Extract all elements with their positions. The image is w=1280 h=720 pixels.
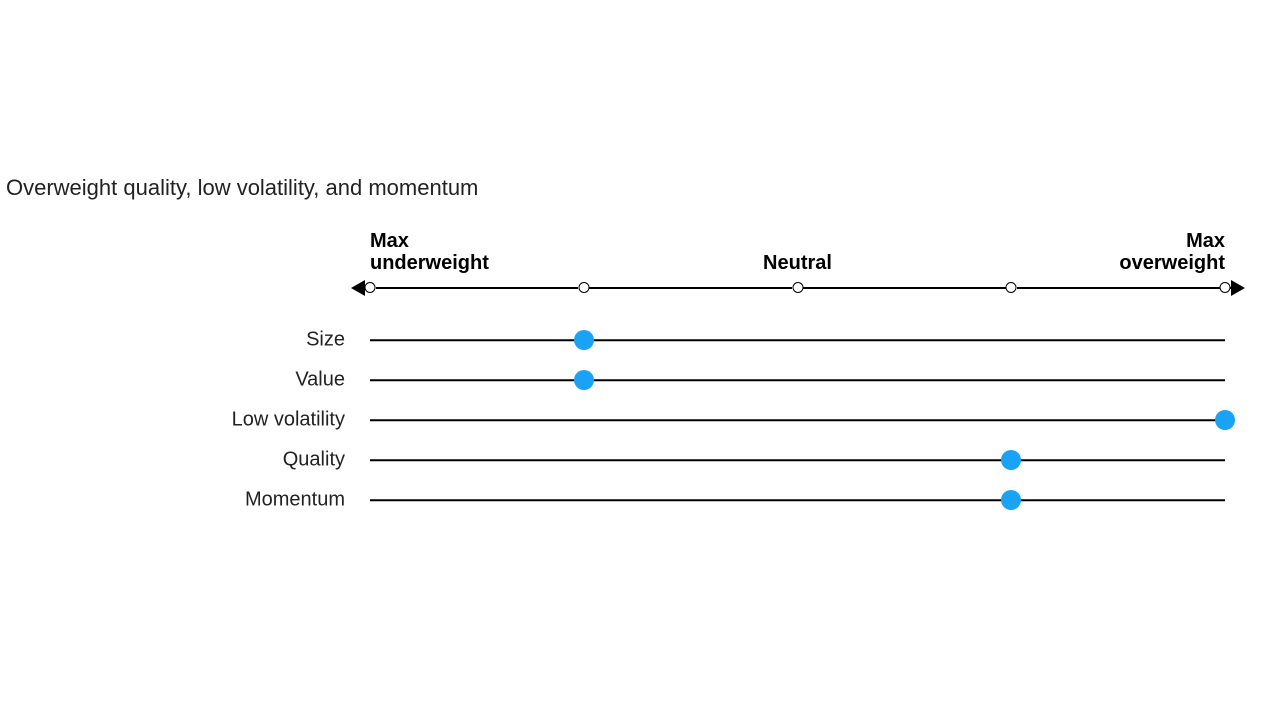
factor-marker	[574, 370, 594, 390]
chart-container: Overweight quality, low volatility, and …	[0, 0, 1280, 720]
factor-label: Quality	[283, 449, 345, 472]
axis-line	[0, 278, 1280, 298]
axis-arrow-right	[1231, 280, 1245, 296]
factor-track	[370, 419, 1225, 421]
factor-marker	[574, 330, 594, 350]
factor-marker	[1215, 410, 1235, 430]
factor-label: Momentum	[245, 489, 345, 512]
axis-segment-1	[589, 287, 792, 289]
factor-rows: Size Value Low volatility Quality Momentum	[0, 320, 1280, 520]
axis-tick-1	[578, 282, 589, 293]
axis-label-row: Maxunderweight Neutral Maxoverweight	[0, 230, 1280, 278]
factor-row: Quality	[0, 440, 1280, 480]
factor-row: Low volatility	[0, 400, 1280, 440]
axis-arrow-left	[351, 280, 365, 296]
chart-title: Overweight quality, low volatility, and …	[6, 175, 478, 201]
axis-label-1: Neutral	[763, 252, 832, 274]
axis-tick-2	[792, 282, 803, 293]
axis-label-0: Maxunderweight	[370, 230, 489, 274]
factor-marker	[1001, 490, 1021, 510]
factor-track	[370, 459, 1225, 461]
factor-chart: MaxunderweightNeutralMaxoverweight SizeV…	[0, 230, 1280, 278]
factor-row: Value	[0, 360, 1280, 400]
axis-label-2: Maxoverweight	[1119, 230, 1225, 274]
factor-label: Low volatility	[232, 409, 345, 432]
axis-segment-3	[1017, 287, 1220, 289]
axis-segment-0	[376, 287, 579, 289]
factor-track	[370, 499, 1225, 501]
axis-tick-3	[1006, 282, 1017, 293]
factor-label: Size	[306, 329, 345, 352]
factor-track	[370, 379, 1225, 381]
axis-segment-2	[803, 287, 1006, 289]
axis-tick-0	[365, 282, 376, 293]
factor-row: Size	[0, 320, 1280, 360]
factor-row: Momentum	[0, 480, 1280, 520]
factor-label: Value	[295, 369, 345, 392]
factor-track	[370, 339, 1225, 341]
axis-tick-4	[1220, 282, 1231, 293]
factor-marker	[1001, 450, 1021, 470]
